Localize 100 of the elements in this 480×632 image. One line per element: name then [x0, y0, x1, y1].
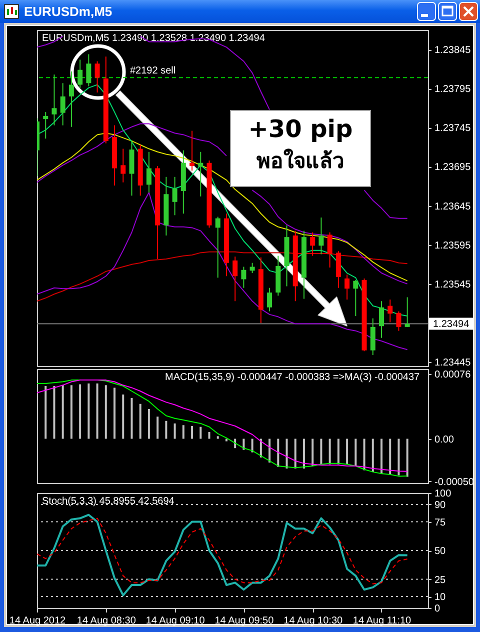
bar [130, 398, 133, 439]
y-tick-label: 1.23595 [434, 240, 472, 252]
x-tick-label: 14 Aug 10:30 [284, 616, 343, 626]
bar [346, 438, 348, 464]
x-tick-label: 14 Aug 2012 [9, 616, 66, 626]
bar [156, 416, 159, 439]
bar [174, 423, 176, 439]
ref-line-label: #2192 sell [130, 66, 176, 77]
x-tick-label: 14 Aug 09:10 [146, 616, 206, 626]
bar [380, 438, 382, 474]
x-tick-label: 14 Aug 08:30 [76, 616, 136, 626]
candlestick [94, 60, 100, 94]
candlestick [396, 310, 402, 332]
candlestick [344, 274, 350, 300]
y-tick-label: 1.23795 [434, 84, 472, 96]
bar [251, 438, 254, 452]
bar [96, 383, 98, 439]
bar [114, 388, 116, 439]
bar [79, 384, 82, 439]
y-tick-label: 75 [434, 517, 446, 528]
y-tick-label: 25 [434, 574, 446, 586]
candlestick [43, 112, 48, 140]
bar [320, 438, 322, 464]
y-tick-label: 10 [434, 592, 446, 603]
y-tick-label: 0.00 [434, 434, 454, 446]
bar [242, 438, 245, 450]
bar [225, 438, 228, 442]
bar [337, 438, 340, 464]
chart-title: EURUSDm,M5 [24, 4, 112, 19]
bar [200, 426, 202, 439]
candlestick [232, 256, 238, 302]
bar [277, 438, 280, 467]
candlestick [78, 59, 83, 88]
candlestick [250, 262, 255, 274]
line-series [37, 518, 408, 584]
candlestick [267, 287, 272, 312]
annotation: พอใจแล้ว [256, 149, 346, 174]
candlestick [327, 232, 332, 268]
bar [363, 438, 366, 470]
candlestick [172, 176, 178, 216]
candlestick [353, 280, 358, 316]
bar [182, 425, 184, 439]
bar [148, 408, 150, 439]
bar [104, 385, 107, 439]
candlestick [388, 299, 393, 323]
candlestick [318, 217, 324, 255]
candlestick [241, 266, 246, 288]
candlestick [190, 130, 195, 172]
candlestick [378, 300, 384, 338]
bar [70, 385, 72, 439]
candlestick [215, 216, 220, 278]
bar [44, 386, 47, 439]
y-tick-label: -0.00050 [434, 476, 474, 488]
y-tick-label: 1.23445 [434, 358, 472, 369]
y-tick-label: 1.23645 [434, 201, 472, 212]
y-tick-label: 50 [434, 546, 446, 557]
bar [328, 438, 331, 464]
bar [53, 386, 56, 439]
bar [216, 436, 219, 439]
candlestick [370, 318, 376, 356]
y-tick-label: 0 [434, 604, 440, 614]
bar [302, 438, 305, 469]
y-tick-label: 1.23845 [434, 45, 472, 56]
line-series [37, 192, 408, 350]
bar [62, 385, 64, 439]
candlestick [146, 151, 152, 194]
y-tick-label: 90 [434, 500, 446, 511]
bar [88, 383, 90, 439]
candlestick [60, 82, 66, 126]
candlestick [120, 148, 126, 183]
bar [354, 438, 357, 466]
ref-line-label: 1.23494 [433, 318, 470, 330]
y-tick-label: 100 [434, 488, 452, 500]
y-tick-label: 1.23745 [434, 123, 472, 134]
y-tick-label: 1.23695 [434, 162, 472, 174]
candlestick [68, 70, 74, 128]
bar [312, 438, 314, 466]
annotation: +30 pip [247, 115, 354, 144]
y-tick-label: 0.00076 [434, 370, 472, 381]
bar [208, 432, 210, 439]
candlestick [86, 54, 92, 87]
candlestick [404, 296, 410, 328]
line-series [37, 514, 408, 596]
bar [389, 438, 392, 474]
chart-title: MACD(15,35,9) -0.000447 -0.000383 =>MA(3) -0.000437 [165, 372, 420, 383]
chart-title: Stoch(5,3,3) 45.8955 42.5694 [42, 496, 175, 507]
bar [294, 438, 296, 469]
bar [286, 438, 288, 469]
bar [191, 426, 194, 439]
bar [406, 438, 408, 477]
bar [165, 420, 168, 439]
bar [122, 394, 124, 439]
y-tick-label: 1.23545 [434, 279, 472, 290]
candlestick [198, 151, 204, 197]
candlestick [52, 74, 57, 126]
bar [398, 438, 400, 476]
x-tick-label: 14 Aug 11:10 [352, 616, 412, 626]
bar [139, 404, 142, 439]
bar [372, 438, 374, 472]
candlestick [310, 232, 316, 256]
